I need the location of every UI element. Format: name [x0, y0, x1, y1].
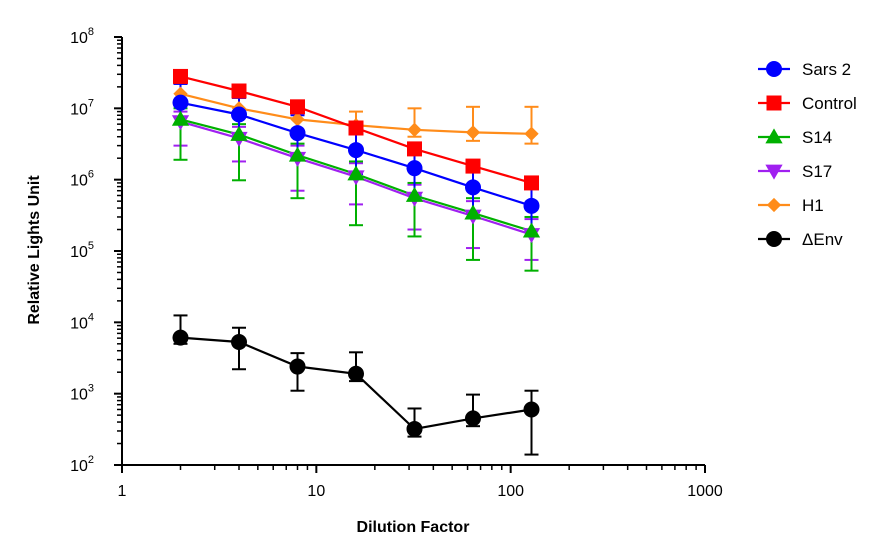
legend-marker	[766, 231, 782, 247]
legend: Sars 2 Control S14 S17 H1 ΔEnv	[758, 60, 857, 249]
y-tick-label: 102	[70, 454, 94, 475]
data-point	[231, 106, 248, 123]
legend-label: H1	[802, 196, 824, 215]
legend-marker	[766, 61, 782, 77]
x-tick-label: 10	[307, 483, 325, 500]
legend-marker	[765, 128, 783, 144]
data-point	[406, 420, 423, 437]
y-tick-label: 107	[70, 97, 94, 118]
data-point	[289, 358, 306, 375]
data-point	[171, 110, 190, 126]
data-point	[407, 122, 422, 137]
legend-marker	[765, 164, 783, 180]
data-point	[465, 125, 481, 140]
data-point	[348, 365, 365, 382]
data-point	[465, 179, 482, 196]
data-point	[288, 146, 307, 162]
data-point	[289, 125, 306, 142]
legend-marker	[766, 95, 782, 111]
data-point	[347, 165, 365, 181]
y-tick-label: 104	[70, 311, 94, 332]
data-point	[407, 141, 423, 157]
y-tick-label: 103	[70, 383, 94, 404]
y-tick-label: 108	[70, 26, 94, 47]
legend-label: ΔEnv	[802, 230, 843, 249]
legend-label: S17	[802, 162, 832, 181]
data-point	[290, 99, 306, 115]
data-point	[172, 329, 189, 346]
data-point	[230, 125, 248, 141]
legend-label: Sars 2	[802, 60, 851, 79]
data-point	[524, 126, 539, 141]
data-point	[172, 94, 189, 111]
data-point	[348, 120, 364, 136]
data-point	[523, 197, 540, 214]
data-point	[523, 401, 540, 418]
legend-label: S14	[802, 128, 832, 147]
data-point	[290, 112, 305, 127]
x-tick-label: 1000	[687, 483, 723, 500]
y-tick-label: 105	[70, 240, 94, 261]
data-point	[524, 175, 540, 191]
x-tick-label: 1	[118, 483, 127, 500]
data-point	[405, 186, 424, 202]
data-point	[173, 68, 189, 84]
data-point	[406, 160, 423, 177]
series-markers	[171, 68, 541, 437]
data-point	[465, 158, 481, 174]
data-point	[231, 334, 248, 351]
legend-marker	[766, 197, 782, 213]
axes: 1 10 100 1000 102 103 104 105 106 107 108	[70, 26, 723, 500]
data-point	[173, 86, 188, 101]
y-tick-label: 106	[70, 169, 94, 190]
data-point	[465, 410, 482, 427]
x-axis-title: Dilution Factor	[357, 519, 470, 536]
legend-label: Control	[802, 94, 857, 113]
data-point	[464, 204, 482, 220]
data-point	[231, 83, 247, 99]
data-point	[348, 142, 365, 159]
x-tick-label: 100	[497, 483, 524, 500]
data-point	[522, 222, 541, 238]
y-axis-title: Relative Lights Unit	[26, 175, 43, 325]
